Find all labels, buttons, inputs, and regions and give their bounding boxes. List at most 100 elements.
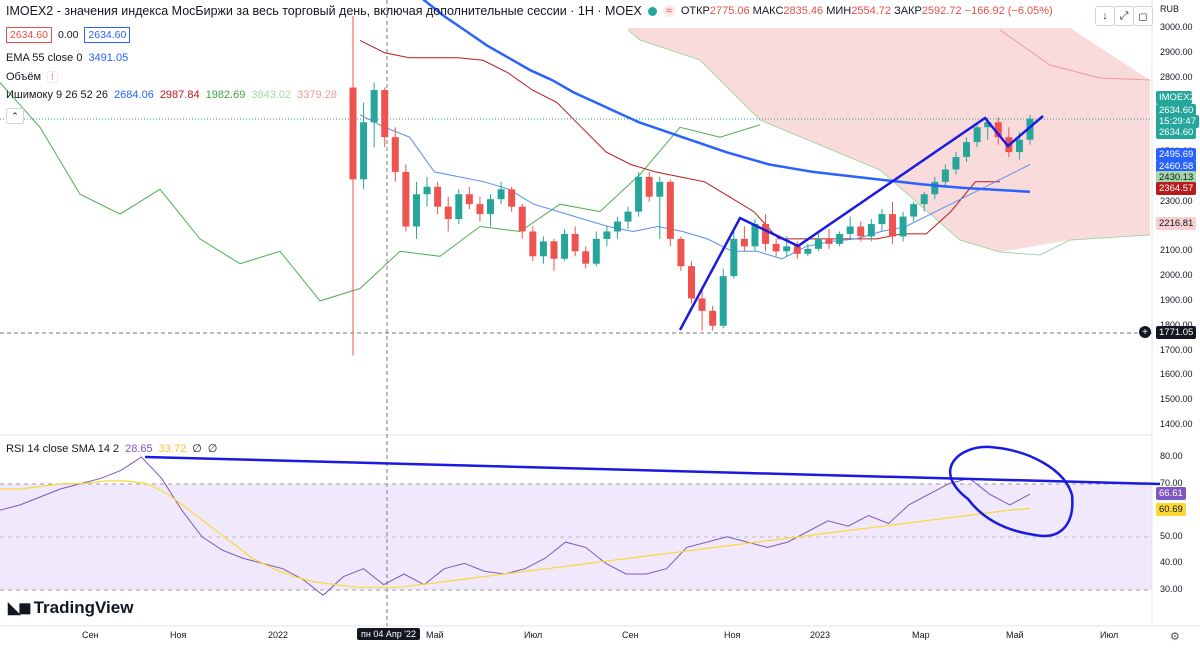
add-alert-icon[interactable]: + [1139,326,1151,338]
collapse-legend-icon[interactable]: ⌃ [6,108,24,124]
rsi-axis-tick: 80.00 [1160,451,1183,461]
ichimoku-cloud [628,28,1150,252]
candle-body [476,204,484,215]
crosshair-price-tag: 1771.05 [1156,326,1197,339]
span-a-price-tag: 2430.13 [1156,171,1197,184]
candle-body [814,238,822,249]
candle-body [666,181,674,239]
candle-body [497,189,505,200]
candle-body [370,90,378,123]
arrow-down-icon[interactable]: ↓ [1095,6,1115,26]
last-price-tag: 2634.60 [1156,104,1197,117]
candle-body [412,194,420,227]
candle-body [730,238,738,277]
candles [349,15,1034,356]
wave-icon[interactable]: ≈ [662,5,675,17]
time-axis-tick: Май [1006,630,1024,640]
candle-body [360,122,368,180]
rsi-axis-tick: 70.00 [1160,477,1183,488]
candle-body [582,251,590,264]
rsi-axis-tick: 30.00 [1160,584,1183,594]
crosshair-time-tag: пн 04 Апр '22 [357,628,420,640]
rsi-sma-line [0,480,1031,588]
time-axis-tick: Июл [1100,630,1119,640]
price-axis-tick: 1400.00 [1160,419,1193,429]
rsi-circle-drawing[interactable] [949,445,1074,538]
ema-price-tag: 2495.69 [1156,148,1197,161]
time-axis-tick: Ноя [724,630,741,640]
price-axis-tick: 1800.00 [1160,319,1193,330]
user-zigzag-drawing[interactable] [678,115,1044,331]
candle-body [656,181,664,197]
candle-body [550,241,558,259]
candle-body [963,142,971,158]
price-axis-tick: 2000.00 [1160,270,1193,281]
candle-body [899,216,907,237]
rsi-path [0,456,1031,596]
ema-legend[interactable]: EMA 55 close 0 3491.05 [6,52,129,64]
time-axis-tick: 2023 [810,630,831,640]
rsi-legend[interactable]: RSI 14 close SMA 14 2 28.65 33.72 ∅ ∅ [6,442,218,456]
rsi-trendline-drawing[interactable] [144,455,1161,486]
candle-body [857,226,865,237]
sell-price-box[interactable]: 2634.60 [6,27,52,43]
candle-body [984,122,992,128]
candle-body [836,233,844,244]
ichimoku-span-b [627,29,1151,256]
time-axis-tick: Мар [912,630,930,640]
tenkan-line [359,114,1031,260]
ichimoku-span-a [999,29,1151,81]
candle-body [455,194,463,220]
spread-value: 0.00 [57,29,79,41]
candle-body [381,90,389,138]
rsi-value-tag: 66.61 [1156,487,1186,500]
candle-body [973,127,981,143]
candle-body [1015,139,1023,153]
candle-body [487,199,495,215]
candle-body [571,233,579,252]
symbol-title[interactable]: IMOEX2 - значения индекса МосБиржи за ве… [6,4,642,18]
candle-body [772,243,780,252]
market-status-icon[interactable] [647,6,657,16]
time-axis-tick: Май [426,630,444,640]
candle-body [740,238,748,247]
settings-gear-icon[interactable]: ⚙ [1170,631,1180,643]
rsi-axis-tick: 50.00 [1160,530,1183,541]
rsi-sma-path [0,480,1031,588]
buy-price-box[interactable]: 2634.60 [84,27,131,43]
candle-body [762,224,770,244]
camera-icon[interactable]: ◻ [1133,6,1153,26]
chart-header: IMOEX2 - значения индекса МосБиржи за ве… [6,4,1053,18]
candle-body [434,186,442,207]
warning-icon[interactable]: ! [47,71,58,83]
price-axis-tick: 2100.00 [1160,245,1193,256]
ema-value: 3491.05 [88,52,129,64]
candle-body [888,214,896,237]
rsi-axis-tick: 40.00 [1160,557,1183,568]
countdown-tag: 15:29:47 [1156,115,1199,128]
tenkan-path [359,114,1031,260]
candle-body [518,206,526,232]
candle-body [677,238,685,267]
price-axis-tick: 2900.00 [1160,46,1193,57]
ohlc-readout: ОТКР2775.06 МАКС2835.46 МИН2554.72 ЗАКР2… [680,5,1053,17]
candle-body [635,176,643,212]
candle-body [402,171,410,227]
tradingview-logo[interactable]: ◣◼ TradingView [8,598,134,617]
candle-body [783,246,791,252]
kijun-price-tag: 2364.57 [1156,182,1197,195]
candle-body [910,204,918,217]
candle-body [688,266,695,299]
candle-body [592,238,600,264]
tenkan-price-tag: 2460.58 [1156,160,1197,173]
currency-label[interactable]: RUB [1160,4,1180,14]
candle-body [793,246,801,254]
price-axis-tick: 1500.00 [1160,394,1193,405]
candle-body [508,189,516,207]
candle-body [804,248,812,254]
ichimoku-legend[interactable]: Ишимоку 9 26 52 26 2684.06 2987.84 1982.… [6,89,337,101]
expand-icon[interactable]: ⤢ [1114,6,1134,26]
candle-body [719,276,727,326]
volume-legend[interactable]: Объём ! [6,71,58,83]
